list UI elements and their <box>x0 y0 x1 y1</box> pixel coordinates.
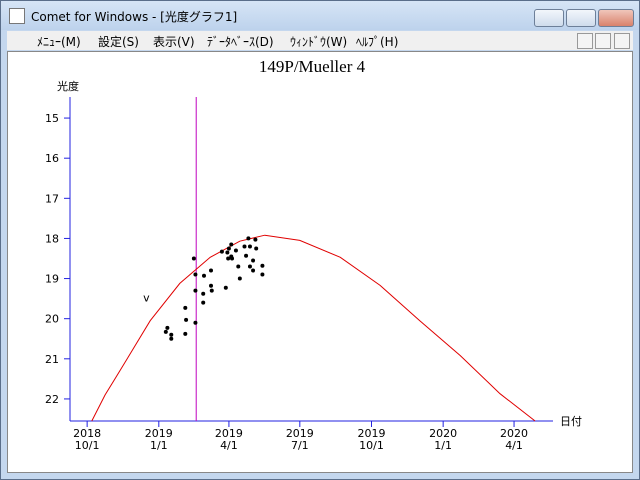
observation-point <box>191 256 196 261</box>
observation-point <box>237 276 242 281</box>
y-tick-label: 21 <box>45 353 59 366</box>
observation-point <box>254 246 259 251</box>
window-title: Comet for Windows - [光度グラフ1] <box>31 10 238 24</box>
observation-point <box>223 285 228 290</box>
x-tick-label: 2020 4/1 <box>500 427 528 452</box>
y-tick-label: 15 <box>45 112 59 125</box>
observation-point <box>244 253 249 258</box>
prediction-curve <box>91 234 536 422</box>
mdi-restore[interactable] <box>595 33 611 49</box>
observation-point <box>246 236 251 241</box>
y-tick-label: 19 <box>45 273 59 286</box>
observation-point <box>201 300 206 305</box>
observation-point <box>193 288 198 293</box>
y-tick-label: 18 <box>45 232 59 245</box>
observation-point <box>236 264 241 269</box>
y-tick-label: 20 <box>45 313 59 326</box>
x-tick-label: 2019 7/1 <box>286 427 314 452</box>
observation-point <box>193 272 198 277</box>
observation-point <box>247 244 252 249</box>
observation-point <box>226 246 231 251</box>
y-tick-label: 16 <box>45 152 59 165</box>
observation-point <box>233 248 238 253</box>
observation-point <box>209 283 214 288</box>
menu-bar: ﾒﾆｭｰ(M) 設定(S) 表示(V) ﾃﾞｰﾀﾍﾞｰｽ(D) ｳｨﾝﾄﾞｳ(W… <box>7 31 633 50</box>
x-tick-label: 2018 10/1 <box>73 427 101 452</box>
y-tick-label: 22 <box>45 393 59 406</box>
graph-window <box>7 51 633 473</box>
menu-item[interactable]: 表示(V) <box>153 35 195 49</box>
mdi-close[interactable] <box>614 33 630 49</box>
y-axis-label: 光度 <box>57 79 79 93</box>
app-icon <box>9 8 25 24</box>
observation-point <box>226 256 231 261</box>
observation-point <box>183 331 188 336</box>
observation-point <box>229 242 234 247</box>
observation-point <box>183 305 188 310</box>
observation-point <box>169 336 174 341</box>
observation-point <box>165 325 170 330</box>
maximize-button[interactable] <box>566 9 596 27</box>
observation-point <box>247 264 252 269</box>
x-tick-label: 2019 4/1 <box>215 427 243 452</box>
observation-point <box>201 291 206 296</box>
observation-point <box>219 249 224 254</box>
annotation: v <box>143 292 150 305</box>
x-tick-label: 2020 1/1 <box>429 427 457 452</box>
x-tick-label: 2019 10/1 <box>357 427 385 452</box>
observation-point <box>193 320 198 325</box>
observation-point <box>251 268 256 273</box>
observation-point <box>230 256 235 261</box>
close-button[interactable] <box>598 9 634 27</box>
x-tick-label: 2019 1/1 <box>145 427 173 452</box>
menu-item[interactable]: ﾍﾙﾌﾟ(H) <box>356 35 399 49</box>
menu-item[interactable]: ﾃﾞｰﾀﾍﾞｰｽ(D) <box>207 35 274 49</box>
observation-point <box>242 244 247 249</box>
observation-point <box>201 273 206 278</box>
observation-point <box>253 237 258 242</box>
chart-title: 149P/Mueller 4 <box>259 57 366 76</box>
observation-point <box>260 272 265 277</box>
minimize-button[interactable] <box>534 9 564 27</box>
x-axis-label: 日付 <box>560 415 582 428</box>
y-tick-label: 17 <box>45 192 59 205</box>
observation-point <box>251 258 256 263</box>
menu-item[interactable]: ﾒﾆｭｰ(M) <box>37 35 81 49</box>
observation-point <box>260 263 265 268</box>
mdi-minimize[interactable] <box>577 33 593 49</box>
observation-point <box>225 250 230 255</box>
observation-point <box>169 332 174 337</box>
observation-point <box>209 268 214 273</box>
menu-item[interactable]: 設定(S) <box>98 35 139 49</box>
observation-point <box>209 288 214 293</box>
title-bar: Comet for Windows - [光度グラフ1] <box>1 1 639 30</box>
observation-point <box>163 329 168 334</box>
observation-point <box>184 317 189 322</box>
menu-item[interactable]: ｳｨﾝﾄﾞｳ(W) <box>290 35 348 49</box>
